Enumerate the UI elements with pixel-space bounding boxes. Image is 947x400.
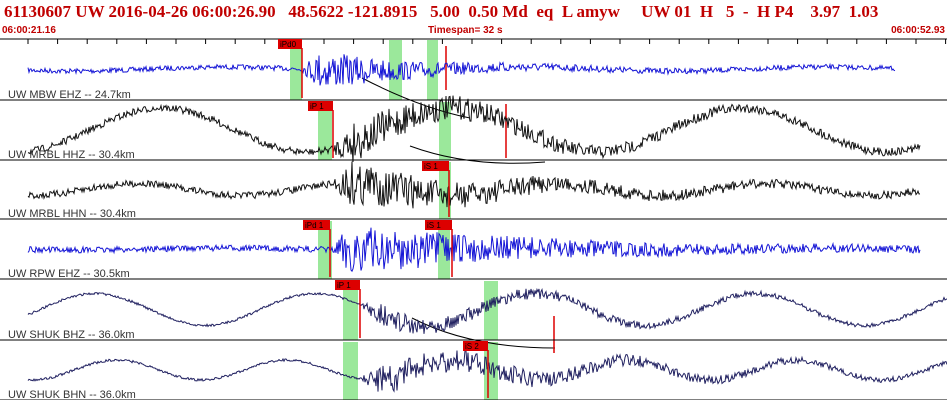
phase-picks[interactable]: iPd0 iP 1 iS 1 iPd 1 iS 1 iP 1 iS 2 <box>278 39 489 398</box>
pick-flag[interactable] <box>422 161 449 171</box>
pick-window <box>427 40 438 100</box>
pick-window <box>439 162 451 219</box>
pick-window <box>484 281 498 340</box>
pick-flag[interactable] <box>335 280 360 290</box>
pick-window <box>389 40 402 100</box>
event-summary-line: 61130607 UW 2016-04-26 06:00:26.90 48.56… <box>4 2 879 21</box>
timespan-label: Timespan= 32 s <box>428 25 503 36</box>
trace-labels: UW MBW EHZ -- 24.7km UW MRBL HHZ -- 30.4k… <box>8 89 136 400</box>
trace-label: UW SHUK BHN -- 36.0km <box>8 389 136 400</box>
pick-window <box>439 102 451 160</box>
pick-window <box>343 281 358 340</box>
pick-label: iPd 1 <box>305 221 324 230</box>
pick-label: iS 1 <box>424 162 438 171</box>
pick-label: iP 1 <box>310 102 324 111</box>
pick-flag[interactable] <box>308 101 333 111</box>
pick-window <box>290 40 302 100</box>
trace-label: UW MRBL HHN -- 30.4km <box>8 208 136 220</box>
pick-label: iS 2 <box>465 342 479 351</box>
waveform-trace <box>27 227 921 273</box>
travel-time-curve <box>409 145 546 164</box>
travel-time-curve <box>361 77 471 119</box>
waveform-panel[interactable]: UW MBW EHZ -- 24.7km UW MRBL HHZ -- 30.4k… <box>0 38 947 400</box>
start-time-label: 06:00:21.16 <box>2 25 56 36</box>
pick-label: iS 1 <box>427 221 441 230</box>
end-time-label: 06:00:52.93 <box>891 25 945 36</box>
pick-window <box>318 102 332 160</box>
waveform-canvas[interactable]: UW MBW EHZ -- 24.7km UW MRBL HHZ -- 30.4k… <box>0 38 947 400</box>
time-ticks <box>27 39 947 44</box>
pick-flag[interactable] <box>425 220 452 230</box>
trace-label: UW RPW EHZ -- 30.5km <box>8 268 130 280</box>
waveform-trace <box>27 287 947 334</box>
trace-separators <box>0 99 947 400</box>
trace-label: UW SHUK BHZ -- 36.0km <box>8 329 135 341</box>
pick-label: iPd0 <box>280 40 297 49</box>
pick-flag[interactable] <box>278 39 302 49</box>
pick-flag[interactable] <box>303 220 330 230</box>
event-header: 61130607 UW 2016-04-26 06:00:26.90 48.56… <box>0 0 947 38</box>
waveform-trace <box>27 161 921 209</box>
pick-window <box>343 342 358 400</box>
waveform-trace <box>27 95 921 163</box>
waveform-trace <box>27 54 896 86</box>
pick-flag[interactable] <box>463 341 488 351</box>
trace-label: UW MRBL HHZ -- 30.4km <box>8 149 135 161</box>
pick-label: iP 1 <box>337 281 351 290</box>
trace-label: UW MBW EHZ -- 24.7km <box>8 89 131 101</box>
